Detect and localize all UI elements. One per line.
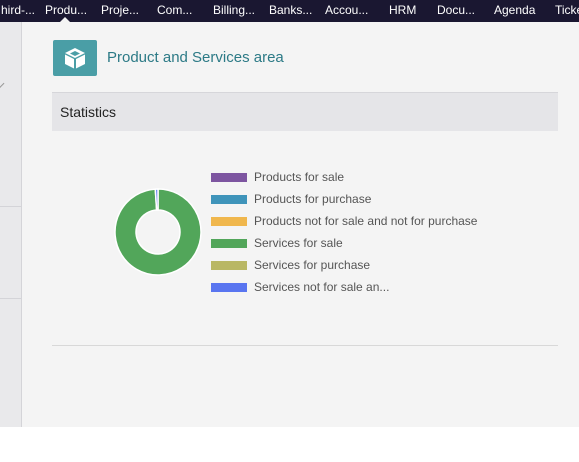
legend-swatch — [211, 261, 247, 270]
chevron-down-icon[interactable] — [0, 78, 5, 89]
nav-item-projects[interactable]: Proje... — [101, 3, 140, 17]
active-tab-caret-icon — [60, 17, 70, 22]
legend-label: Products for purchase — [254, 192, 372, 206]
legend-label: Products for sale — [254, 170, 345, 184]
top-navigation-bar: hird-... Produ... Proje... Com... Billin… — [0, 0, 579, 22]
legend-swatch — [211, 217, 247, 226]
nav-item-accounting[interactable]: Accou... — [325, 3, 369, 17]
legend-swatch — [211, 195, 247, 204]
nav-item-products[interactable]: Produ... — [45, 3, 88, 17]
donut-slice[interactable] — [114, 188, 202, 276]
products-services-donut-chart — [114, 188, 202, 276]
section-divider — [52, 345, 558, 346]
nav-item-tickets[interactable]: Ticke — [555, 3, 579, 17]
legend-swatch — [211, 173, 247, 182]
box-icon — [53, 40, 97, 76]
page-footer — [0, 427, 579, 462]
legend-label: Products not for sale and not for purcha… — [254, 214, 478, 228]
legend-swatch — [211, 239, 247, 248]
legend-label: Services for sale — [254, 236, 343, 250]
page-title: Product and Services area — [107, 49, 284, 66]
donut-slice[interactable] — [154, 188, 159, 211]
statistics-title: Statistics — [60, 104, 117, 120]
nav-item-billing[interactable]: Billing... — [213, 3, 256, 17]
sidebar-divider — [0, 298, 21, 299]
nav-item-agenda[interactable]: Agenda — [494, 3, 536, 17]
legend-label: Services for purchase — [254, 258, 371, 272]
sidebar-divider — [0, 206, 21, 207]
legend-label: Services not for sale an... — [254, 280, 390, 294]
nav-item-hrm[interactable]: HRM — [389, 3, 417, 17]
legend-swatch — [211, 283, 247, 292]
left-sidebar — [0, 22, 22, 427]
nav-item-banks[interactable]: Banks... — [269, 3, 313, 17]
statistics-panel-header: Statistics — [52, 92, 558, 131]
nav-item-third-parties[interactable]: hird-... — [1, 3, 36, 17]
nav-item-documents[interactable]: Docu... — [437, 3, 476, 17]
nav-item-commercial[interactable]: Com... — [157, 3, 193, 17]
